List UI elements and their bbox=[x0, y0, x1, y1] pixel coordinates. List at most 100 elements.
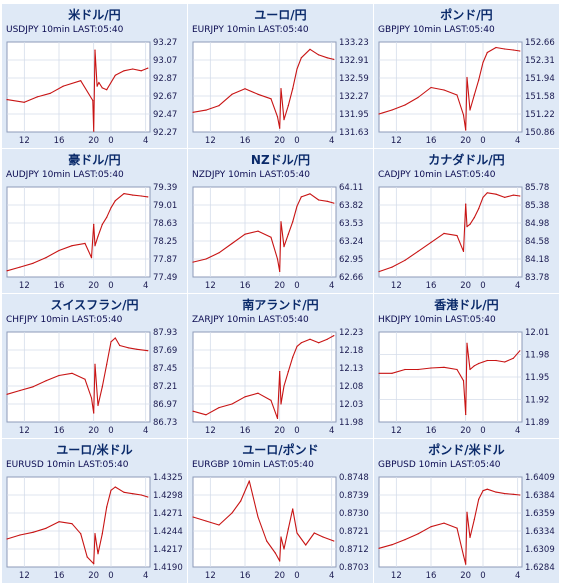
y-tick-label: 86.73 bbox=[153, 418, 177, 428]
data-point bbox=[231, 403, 233, 405]
chart-panel: 香港ドル/円 HKDJPY 10min LAST:05:40 12.01 11.98 1… bbox=[374, 294, 559, 438]
data-point bbox=[504, 196, 506, 198]
x-tick-label: 4 bbox=[143, 571, 148, 581]
chart-title: ポンド/米ドル bbox=[428, 443, 505, 457]
x-tick-label: 20 bbox=[274, 136, 285, 146]
x-tick-label: 20 bbox=[274, 571, 285, 581]
x-tick-label: 0 bbox=[108, 136, 113, 146]
x-tick-label: 16 bbox=[54, 281, 65, 291]
data-point bbox=[417, 533, 419, 535]
data-point bbox=[391, 109, 393, 111]
data-point bbox=[404, 104, 406, 106]
plot-area bbox=[378, 186, 523, 278]
data-point bbox=[309, 48, 311, 50]
x-tick-label: 12 bbox=[391, 571, 402, 581]
chart-subtitle: AUDJPY 10min LAST:05:40 bbox=[6, 170, 124, 180]
y-tick-label: 11.95 bbox=[525, 373, 549, 383]
data-point bbox=[257, 392, 259, 394]
y-tick-label: 79.39 bbox=[153, 183, 177, 193]
x-tick-label: 4 bbox=[143, 426, 148, 436]
y-tick-label: 1.4325 bbox=[153, 473, 183, 483]
data-point bbox=[270, 399, 272, 401]
data-point bbox=[123, 193, 125, 195]
data-point bbox=[378, 113, 380, 115]
y-tick-label: 12.23 bbox=[339, 328, 363, 338]
data-point bbox=[19, 389, 21, 392]
x-tick-label: 12 bbox=[391, 281, 402, 291]
data-point bbox=[404, 539, 406, 541]
data-point bbox=[519, 195, 521, 197]
x-tick-label: 16 bbox=[54, 136, 65, 146]
y-tick-label: 12.03 bbox=[339, 400, 363, 410]
data-point bbox=[469, 223, 471, 225]
data-point bbox=[519, 50, 521, 52]
data-point bbox=[486, 192, 488, 194]
x-tick-label: 20 bbox=[274, 426, 285, 436]
x-tick-label: 20 bbox=[88, 281, 99, 291]
data-point bbox=[333, 202, 335, 204]
data-point bbox=[292, 356, 294, 358]
y-tick-label: 87.93 bbox=[153, 328, 177, 338]
x-tick-label: 0 bbox=[480, 571, 485, 581]
chart-subtitle: ZARJPY 10min LAST:05:40 bbox=[192, 315, 309, 325]
x-tick-label: 0 bbox=[294, 281, 299, 291]
chart-subtitle: GBPUSD 10min LAST:05:40 bbox=[378, 460, 501, 470]
data-point bbox=[127, 347, 129, 349]
data-point bbox=[19, 534, 21, 536]
data-point bbox=[93, 412, 95, 414]
plot-area bbox=[378, 476, 523, 568]
data-point bbox=[147, 196, 149, 198]
chart-svg: 152.66 152.31 151.94 151.58 151.22 150.86 12 16… bbox=[378, 38, 555, 146]
data-point bbox=[276, 258, 279, 260]
y-tick-label: 93.27 bbox=[153, 38, 177, 48]
data-point bbox=[257, 230, 259, 232]
y-tick-label: 11.98 bbox=[339, 418, 363, 428]
data-point bbox=[80, 80, 82, 82]
chart-subtitle: GBPJPY 10min LAST:05:40 bbox=[378, 25, 495, 35]
data-point bbox=[466, 76, 468, 79]
data-point bbox=[93, 563, 95, 565]
y-tick-label: 0.8730 bbox=[339, 509, 369, 519]
x-tick-label: 12 bbox=[19, 136, 30, 146]
data-point bbox=[391, 372, 393, 374]
data-point bbox=[240, 500, 242, 502]
data-point bbox=[279, 371, 281, 373]
data-point bbox=[106, 89, 108, 91]
data-point bbox=[495, 491, 497, 493]
y-tick-label: 83.78 bbox=[525, 273, 549, 283]
data-point bbox=[62, 85, 64, 87]
data-point bbox=[313, 532, 315, 534]
x-tick-label: 4 bbox=[515, 426, 520, 436]
data-point bbox=[93, 223, 95, 225]
data-point bbox=[478, 498, 480, 500]
y-tick-label: 12.08 bbox=[339, 382, 363, 392]
data-point bbox=[404, 259, 406, 261]
data-point bbox=[140, 70, 142, 72]
data-point bbox=[300, 57, 302, 59]
x-tick-label: 4 bbox=[329, 571, 334, 581]
data-point bbox=[280, 221, 282, 223]
data-point bbox=[305, 544, 307, 546]
data-point bbox=[248, 480, 250, 482]
data-point bbox=[462, 380, 465, 382]
data-point bbox=[110, 341, 112, 343]
chart-svg: 64.11 63.82 63.53 63.24 62.95 62.66 12 16 20 0 4 bbox=[192, 183, 363, 291]
x-tick-label: 0 bbox=[294, 136, 299, 146]
data-point bbox=[296, 68, 298, 70]
data-point bbox=[192, 410, 194, 412]
y-tick-label: 79.01 bbox=[153, 201, 177, 211]
x-tick-label: 4 bbox=[515, 571, 520, 581]
data-point bbox=[456, 94, 458, 96]
chart-panel: NZドル/円 NZDJPY 10min LAST:05:40 64.11 63.82 6… bbox=[188, 149, 373, 293]
data-point bbox=[276, 417, 279, 419]
chart-title: カナダドル/円 bbox=[428, 153, 505, 167]
data-point bbox=[465, 203, 467, 205]
data-point bbox=[443, 232, 445, 234]
chart-svg: 93.27 93.07 92.87 92.67 92.47 92.27 12 16 20 0 4 bbox=[6, 38, 177, 146]
data-point bbox=[443, 366, 445, 368]
data-point bbox=[96, 85, 98, 87]
y-tick-label: 77.49 bbox=[153, 273, 177, 283]
chart-subtitle: HKDJPY 10min LAST:05:40 bbox=[378, 315, 496, 325]
chart-svg: 1.4325 1.4298 1.4271 1.4244 1.4217 1.4190 12 16… bbox=[6, 473, 183, 581]
data-point bbox=[140, 195, 142, 197]
